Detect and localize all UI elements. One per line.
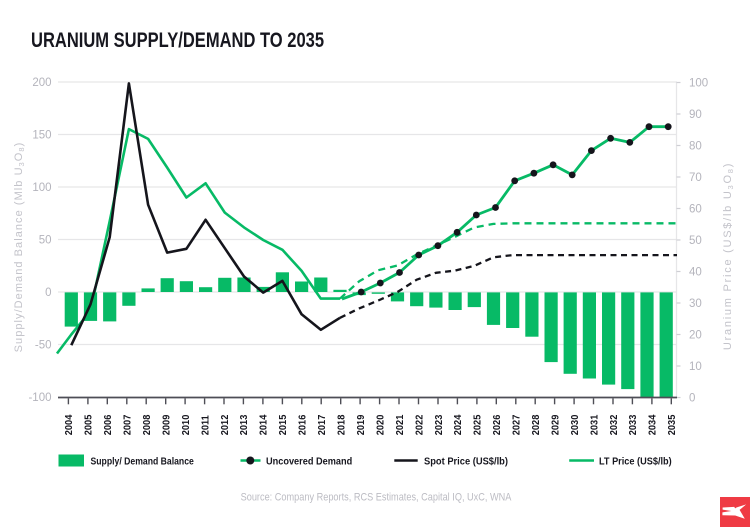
svg-text:0: 0	[45, 287, 51, 299]
svg-text:2017: 2017	[317, 414, 329, 435]
svg-text:2005: 2005	[83, 414, 95, 435]
svg-text:2010: 2010	[180, 414, 192, 435]
svg-text:2013: 2013	[239, 414, 251, 435]
svg-text:0: 0	[689, 392, 695, 404]
svg-text:2006: 2006	[103, 414, 115, 435]
svg-text:Uncovered Demand: Uncovered Demand	[266, 456, 352, 468]
svg-text:2020: 2020	[375, 414, 387, 435]
svg-text:Uranium Price (US$/lb U3O8): Uranium Price (US$/lb U3O8)	[722, 162, 735, 350]
svg-text:2035: 2035	[667, 414, 679, 435]
svg-text:2024: 2024	[453, 414, 465, 435]
svg-text:80: 80	[689, 140, 702, 152]
svg-text:2007: 2007	[122, 414, 134, 435]
svg-text:2030: 2030	[569, 414, 581, 435]
svg-text:150: 150	[32, 129, 51, 141]
svg-text:2021: 2021	[394, 414, 406, 435]
svg-text:2034: 2034	[647, 414, 659, 435]
svg-text:2032: 2032	[608, 414, 620, 435]
svg-text:2027: 2027	[511, 414, 523, 435]
svg-text:10: 10	[689, 361, 702, 373]
svg-text:100: 100	[32, 182, 51, 194]
svg-text:2029: 2029	[550, 414, 562, 435]
svg-text:Supply/Demand Balance (Mlb U3O: Supply/Demand Balance (Mlb U3O8)	[13, 142, 26, 353]
svg-text:Spot Price (US$/lb): Spot Price (US$/lb)	[424, 456, 508, 468]
svg-text:2026: 2026	[492, 414, 504, 435]
svg-text:Source: Company Reports, RCS E: Source: Company Reports, RCS Estimates, …	[241, 492, 512, 504]
svg-text:2004: 2004	[64, 414, 76, 435]
svg-text:2018: 2018	[336, 414, 348, 435]
svg-text:100: 100	[689, 77, 708, 89]
svg-text:2015: 2015	[278, 414, 290, 435]
svg-text:2016: 2016	[297, 414, 309, 435]
svg-text:40: 40	[689, 266, 702, 278]
svg-text:-50: -50	[35, 339, 52, 351]
svg-text:-100: -100	[28, 392, 51, 404]
svg-text:50: 50	[689, 235, 702, 247]
svg-text:2009: 2009	[161, 414, 173, 435]
svg-text:2011: 2011	[200, 415, 212, 435]
svg-text:URANIUM SUPPLY/DEMAND TO 2035: URANIUM SUPPLY/DEMAND TO 2035	[31, 29, 324, 52]
svg-text:2031: 2031	[589, 414, 601, 435]
svg-text:2014: 2014	[258, 414, 270, 435]
svg-text:2028: 2028	[531, 414, 543, 435]
svg-text:2033: 2033	[628, 414, 640, 435]
svg-text:20: 20	[689, 329, 702, 341]
svg-text:200: 200	[32, 77, 51, 89]
svg-text:50: 50	[39, 234, 52, 246]
svg-text:60: 60	[689, 203, 702, 215]
svg-text:2023: 2023	[433, 414, 445, 435]
svg-text:2008: 2008	[142, 414, 154, 435]
svg-text:2022: 2022	[414, 414, 426, 435]
svg-text:70: 70	[689, 172, 702, 184]
svg-text:2025: 2025	[472, 414, 484, 435]
svg-text:2012: 2012	[219, 414, 231, 435]
svg-text:30: 30	[689, 298, 702, 310]
svg-text:Supply/ Demand Balance: Supply/ Demand Balance	[91, 456, 195, 468]
svg-text:90: 90	[689, 109, 702, 121]
svg-text:LT Price (US$/lb): LT Price (US$/lb)	[599, 456, 672, 468]
svg-text:2019: 2019	[355, 414, 367, 435]
